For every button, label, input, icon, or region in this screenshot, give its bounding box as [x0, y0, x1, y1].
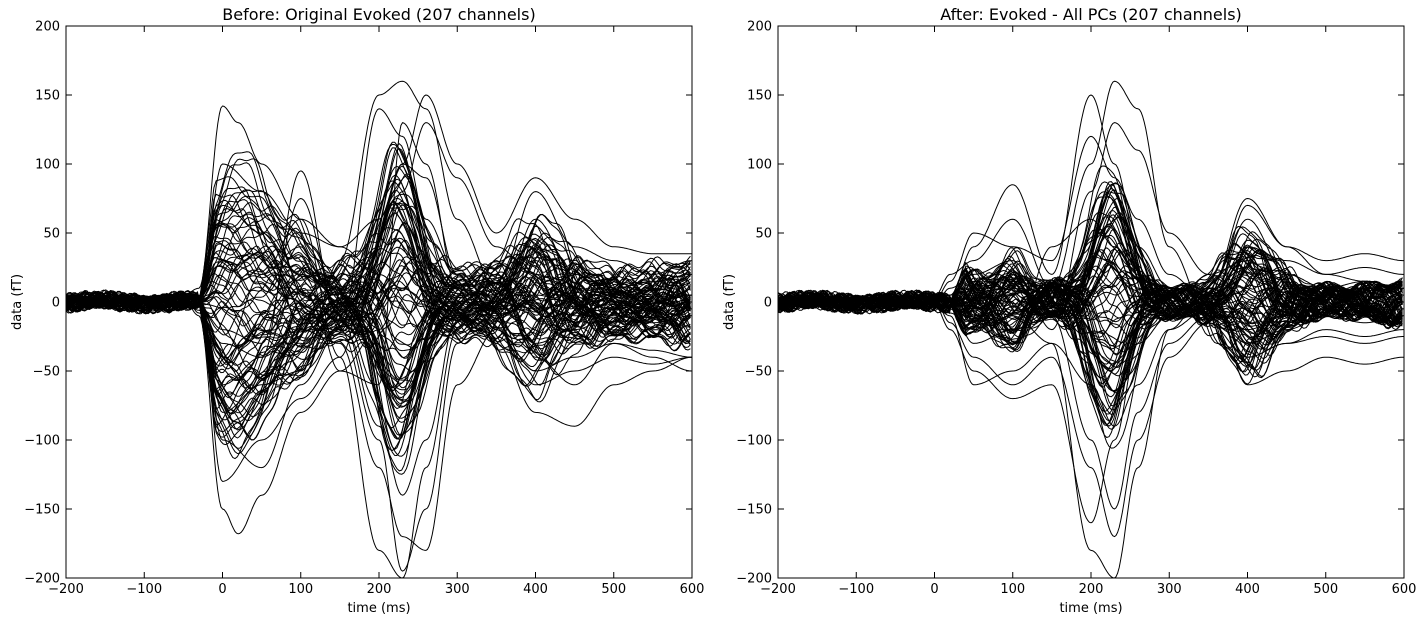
x-tick-label: −200 — [48, 582, 84, 597]
x-tick-label: 100 — [288, 582, 313, 597]
x-tick-label: 500 — [1313, 582, 1338, 597]
channel-trace — [778, 226, 1403, 415]
y-tick-label: 50 — [755, 227, 772, 242]
chart-title: Before: Original Evoked (207 channels) — [222, 5, 535, 24]
y-tick-label: 0 — [764, 296, 772, 311]
traces-group — [66, 80, 692, 578]
channel-trace — [66, 249, 691, 346]
x-tick-label: 200 — [367, 582, 392, 597]
traces-group — [778, 80, 1404, 578]
channel-trace — [66, 262, 691, 395]
x-tick-label: 0 — [930, 582, 938, 597]
x-axis-label: time (ms) — [347, 601, 410, 616]
before-evoked-plot: −200 −100 0 100 200 300 400 500 600200150100500−… — [10, 5, 704, 616]
x-tick-label: 500 — [601, 582, 626, 597]
channel-trace — [778, 261, 1403, 334]
after-evoked-plot: −200 −100 0 100 200 300 400 500 600200150100500−… — [722, 5, 1416, 616]
channel-trace — [66, 200, 691, 389]
channel-trace — [66, 201, 691, 431]
y-tick-label: 100 — [35, 158, 60, 173]
channel-trace — [778, 216, 1403, 370]
x-tick-label: 600 — [680, 582, 705, 597]
x-tick-label: 300 — [1157, 582, 1182, 597]
channel-trace — [778, 249, 1403, 356]
y-tick-label: 150 — [747, 89, 772, 104]
channel-trace — [778, 191, 1403, 367]
y-tick-label: 50 — [43, 227, 60, 242]
channel-trace — [66, 291, 691, 460]
y-tick-label: −50 — [745, 365, 772, 380]
x-tick-label: 600 — [1392, 582, 1417, 597]
x-tick-label: −200 — [760, 582, 796, 597]
channel-trace — [66, 267, 691, 441]
channel-trace — [778, 217, 1403, 336]
channel-trace — [778, 270, 1403, 411]
y-tick-label: 150 — [35, 89, 60, 104]
channel-trace — [778, 80, 1404, 317]
x-tick-label: 300 — [445, 582, 470, 597]
y-tick-label: −100 — [24, 434, 60, 449]
channel-trace — [778, 211, 1403, 328]
y-tick-label: −150 — [736, 503, 772, 518]
x-tick-label: 400 — [523, 582, 548, 597]
y-tick-label: 100 — [747, 158, 772, 173]
channel-trace — [778, 259, 1403, 394]
y-axis-label: data (fT) — [722, 274, 737, 330]
x-tick-label: 0 — [218, 582, 226, 597]
channel-trace — [778, 262, 1403, 342]
y-tick-label: −150 — [24, 503, 60, 518]
channel-trace — [66, 231, 691, 398]
x-tick-label: 400 — [1235, 582, 1260, 597]
x-tick-label: 100 — [1000, 582, 1025, 597]
channel-trace — [66, 252, 691, 318]
y-axis-label: data (fT) — [10, 274, 25, 330]
x-tick-label: −100 — [838, 582, 874, 597]
y-tick-label: −50 — [33, 365, 60, 380]
y-tick-label: 0 — [52, 296, 60, 311]
x-axis-label: time (ms) — [1059, 601, 1122, 616]
y-tick-label: −200 — [736, 572, 772, 587]
y-tick-label: −100 — [736, 434, 772, 449]
chart-title: After: Evoked - All PCs (207 channels) — [940, 5, 1242, 24]
channel-trace — [66, 141, 691, 312]
y-tick-label: 200 — [35, 20, 60, 35]
y-tick-label: 200 — [747, 20, 772, 35]
channel-trace — [66, 143, 691, 316]
channel-trace — [66, 261, 691, 359]
y-tick-label: −200 — [24, 572, 60, 587]
x-tick-label: 200 — [1079, 582, 1104, 597]
x-tick-label: −100 — [126, 582, 162, 597]
